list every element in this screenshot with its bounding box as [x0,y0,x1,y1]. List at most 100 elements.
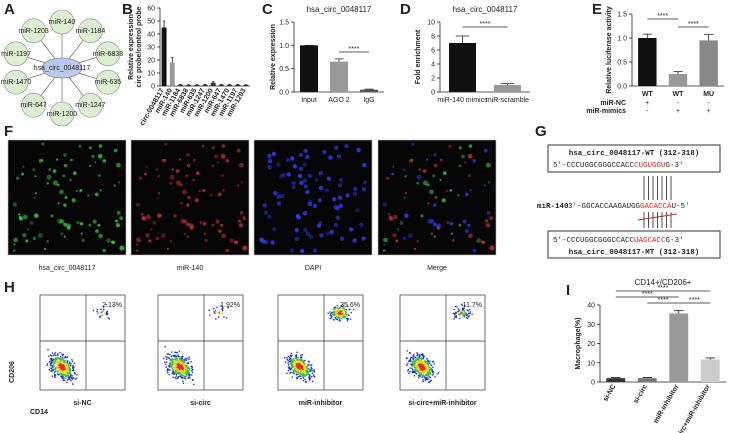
event [454,315,457,318]
cell [338,177,344,183]
cell [79,221,84,226]
event [429,381,431,383]
cell [267,159,273,164]
event [430,379,433,382]
cell [322,149,327,155]
event [50,360,52,362]
cell [180,218,186,224]
event [411,368,414,371]
event [311,380,314,383]
cell [458,164,462,168]
event [213,311,215,313]
event [299,354,302,357]
event [63,361,66,363]
event [426,373,428,376]
node [49,101,75,127]
event [108,318,111,320]
cell [229,238,234,243]
event [107,317,109,319]
event [303,374,305,376]
flow-label: si-circ+miR-inhibitor [408,400,477,407]
cell [344,143,349,149]
cell [416,181,420,185]
y-tick-label: 50 [147,19,155,26]
event [345,317,348,320]
event [72,369,75,372]
event [428,360,431,362]
event [60,359,62,361]
bar [700,359,720,382]
event [424,360,427,362]
event [68,366,71,369]
event [176,366,179,369]
cell [183,232,187,236]
event [174,357,177,359]
x-tick-label: WT [642,91,654,98]
y-tick-label: 0.5 [279,66,289,73]
seq-box [547,230,721,259]
event [286,372,288,374]
event [345,313,348,316]
event [61,373,63,376]
cell [433,163,438,168]
event [61,362,64,365]
cell [469,189,472,192]
event [461,312,464,314]
event [287,364,290,366]
event [286,358,289,361]
event [53,371,56,374]
cell [198,189,202,193]
event [227,306,229,309]
event [430,367,433,370]
cell [468,233,473,239]
event [62,353,65,356]
cell [451,238,455,242]
event [310,364,313,366]
event [405,357,408,359]
event [463,315,466,317]
event [71,383,74,385]
event [334,308,337,310]
event [168,357,171,360]
bar [699,40,718,86]
event [168,373,170,376]
event [412,371,415,374]
event [330,312,332,315]
quadrant-percent: 11.7% [463,302,482,309]
event [48,368,51,371]
event [460,312,462,315]
event [415,364,418,367]
event [212,307,215,310]
event [463,307,466,309]
event [167,356,169,359]
event [336,313,338,316]
event [92,309,95,312]
bar [330,61,348,92]
event [299,372,302,375]
cell [242,216,247,221]
cell [148,239,152,243]
cell [157,175,160,178]
event [329,317,332,320]
cell [467,174,471,178]
seq-part: G-3' [666,237,684,245]
event [225,316,228,319]
y-tick-label: 20 [587,341,595,348]
error-bar [211,81,215,83]
event [186,357,189,360]
event [178,361,181,364]
cell [336,154,342,159]
event [346,319,349,322]
event [179,372,182,375]
event [164,361,166,364]
cell [46,181,50,185]
event [421,357,424,360]
event [412,357,415,360]
event [167,368,170,371]
event [418,370,421,373]
cell [307,173,312,179]
cell [115,162,121,168]
event [187,376,190,379]
event [102,310,105,312]
cell [73,171,77,175]
